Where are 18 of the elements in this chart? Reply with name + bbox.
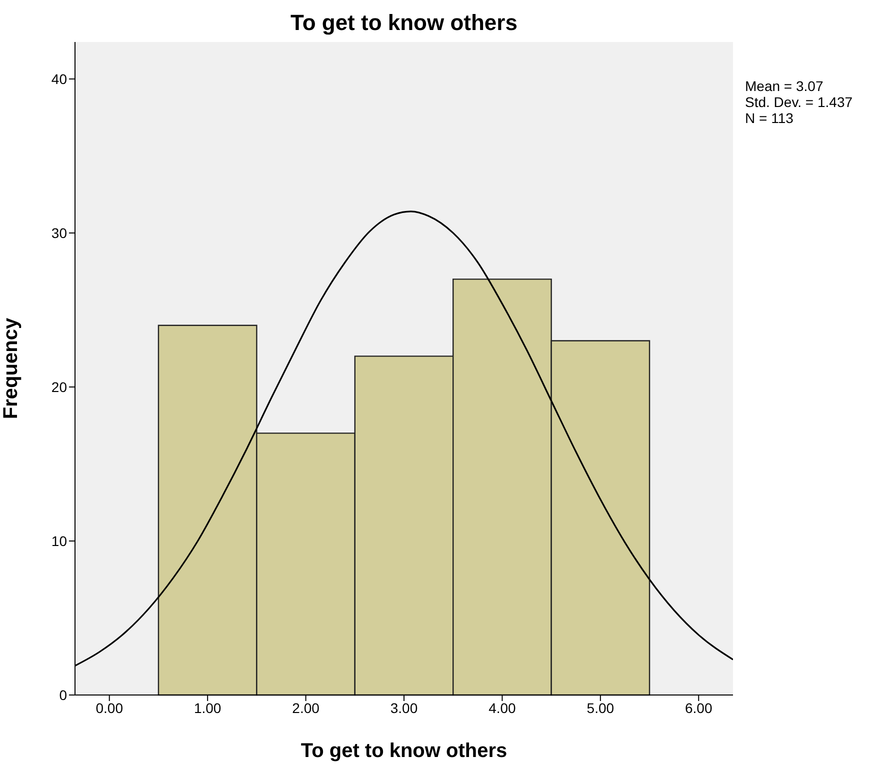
x-axis-title: To get to know others [300, 740, 508, 762]
y-tick-label: 10 [51, 532, 68, 549]
y-tick-label: 20 [51, 378, 68, 395]
x-tick-label: 1.00 [194, 700, 222, 716]
x-tick-label: 4.00 [488, 700, 516, 716]
x-tick-label: 3.00 [390, 700, 418, 716]
y-axis-title: Frequency [0, 317, 22, 420]
y-tick-label: 0 [59, 686, 68, 703]
x-tick-label: 6.00 [685, 700, 712, 716]
text: Mean = 3.07 [745, 78, 824, 94]
x-tick-label: 0.00 [96, 700, 124, 716]
text: Std. Dev. = 1.437 [745, 94, 853, 110]
x-tick-label: 2.00 [292, 700, 320, 716]
x-tick-label: 5.00 [586, 700, 614, 716]
chart-title: To get to know others [290, 10, 518, 36]
y-tick-label: 40 [51, 70, 68, 87]
text: N = 113 [745, 110, 794, 126]
y-tick-label: 30 [51, 224, 68, 241]
